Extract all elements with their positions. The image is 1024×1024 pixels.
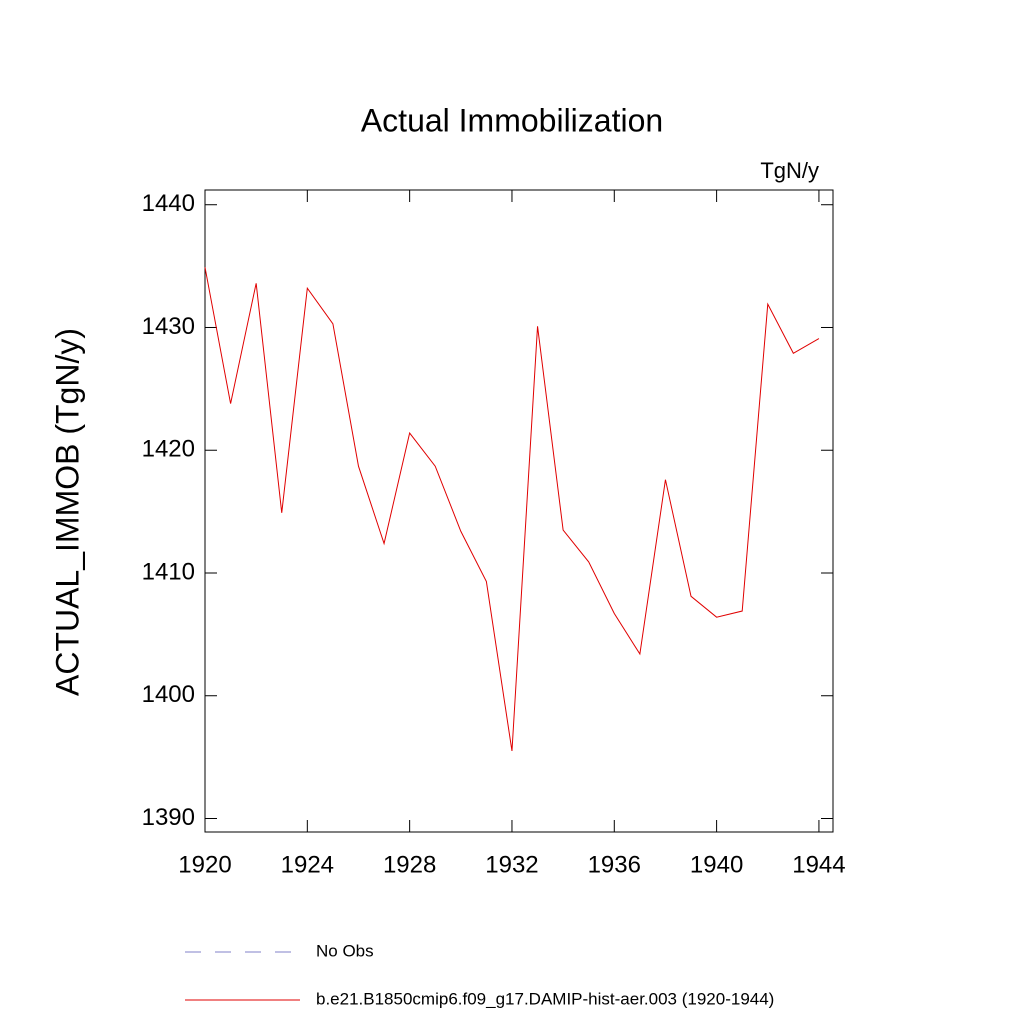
y-tick-label: 1420 xyxy=(142,436,195,463)
y-tick-label: 1410 xyxy=(142,558,195,585)
data-line xyxy=(204,267,820,752)
y-tick-label: 1440 xyxy=(142,190,195,217)
units-label: TgN/y xyxy=(760,158,819,183)
x-tick-label: 1932 xyxy=(485,851,538,878)
x-tick-label: 1928 xyxy=(383,851,436,878)
x-tick-label: 1920 xyxy=(178,851,231,878)
y-tick-label: 1390 xyxy=(142,804,195,831)
legend-label: b.e21.B1850cmip6.f09_g17.DAMIP-hist-aer.… xyxy=(316,989,774,1008)
y-axis-label: ACTUAL_IMMOB (TgN/y) xyxy=(49,328,85,696)
legend-label: No Obs xyxy=(316,941,374,960)
x-tick-label: 1936 xyxy=(588,851,641,878)
x-tick-label: 1944 xyxy=(792,851,845,878)
plot-frame xyxy=(204,189,834,833)
y-tick-label: 1430 xyxy=(142,313,195,340)
x-tick-label: 1924 xyxy=(281,851,334,878)
chart-title: Actual Immobilization xyxy=(361,102,663,138)
x-tick-label: 1940 xyxy=(690,851,743,878)
y-tick-label: 1400 xyxy=(142,681,195,708)
